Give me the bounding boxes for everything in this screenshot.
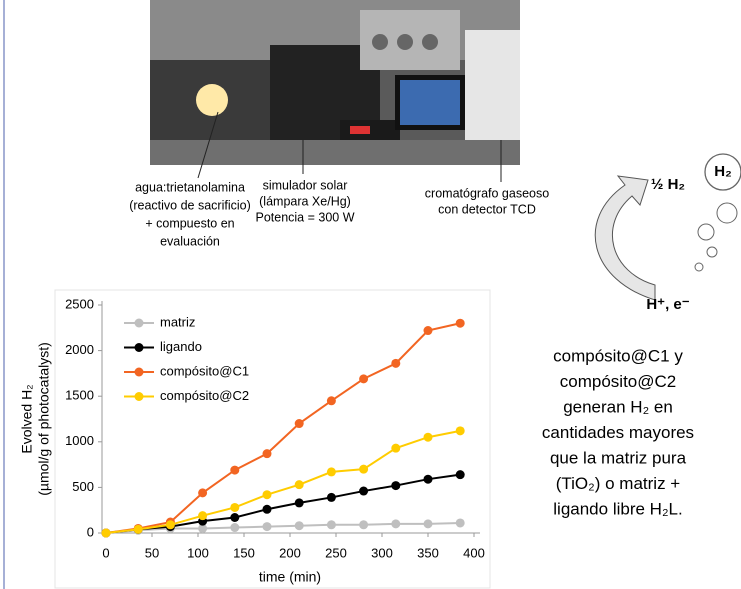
y-tick-label: 2500 (65, 296, 94, 311)
legend-marker (135, 392, 144, 401)
x-tick-label: 100 (187, 545, 209, 560)
data-point (359, 520, 368, 529)
data-point (295, 480, 304, 489)
legend-label: ligando (160, 339, 202, 354)
data-point (327, 467, 336, 476)
data-point (198, 511, 207, 520)
data-point (424, 475, 433, 484)
caption-line: ligando libre H₂L. (553, 499, 682, 518)
data-point (166, 520, 175, 529)
diagram-bottom: H⁺, e⁻ (646, 296, 689, 313)
legend-marker (135, 368, 144, 377)
data-point (295, 498, 304, 507)
data-point (391, 481, 400, 490)
caption-line: que la matriz pura (550, 448, 687, 467)
data-point (230, 503, 239, 512)
data-point (359, 465, 368, 474)
caption-line: cantidades mayores (542, 423, 694, 442)
data-point (198, 488, 207, 497)
y-tick-label: 1500 (65, 388, 94, 403)
data-point (359, 487, 368, 496)
data-point (102, 529, 111, 538)
photo-label: + compuesto en (145, 216, 234, 230)
x-tick-label: 250 (325, 545, 347, 560)
legend-label: matriz (160, 314, 195, 329)
data-point (456, 470, 465, 479)
data-point (327, 493, 336, 502)
x-tick-label: 200 (279, 545, 301, 560)
x-tick-label: 150 (233, 545, 255, 560)
photo-label: simulador solar (263, 178, 348, 192)
legend-marker (135, 343, 144, 352)
legend-label: compósito@C1 (160, 363, 249, 378)
data-point (134, 525, 143, 534)
diagram-bubble: H₂ (714, 163, 732, 180)
x-tick-label: 0 (102, 545, 109, 560)
photo-label: (reactivo de sacrificio) (129, 198, 251, 212)
y-axis-label: Evolved H₂ (19, 384, 35, 453)
data-point (230, 523, 239, 532)
y-tick-label: 500 (72, 479, 94, 494)
data-point (230, 513, 239, 522)
data-point (263, 522, 272, 531)
slide: ½ H₂ H₂ H⁺, e⁻ agua:trietanolamina (react… (0, 0, 741, 589)
photo-label: con detector TCD (438, 202, 536, 216)
x-axis-label: time (min) (259, 569, 321, 585)
x-tick-label: 50 (145, 545, 159, 560)
photo-label: evaluación (160, 234, 220, 248)
diagram-top: ½ H₂ (651, 176, 685, 193)
data-point (391, 444, 400, 453)
caption-line: compósito@C2 (560, 372, 676, 391)
photo-label: (lámpara Xe/Hg) (259, 194, 351, 208)
data-point (424, 433, 433, 442)
data-point (230, 466, 239, 475)
lab-photo (150, 0, 520, 165)
data-point (456, 319, 465, 328)
data-point (327, 396, 336, 405)
page: { "photo_labels": [ ["agua:trietanolamin… (0, 0, 741, 589)
y-tick-label: 1000 (65, 433, 94, 448)
caption-line: compósito@C1 y (553, 346, 683, 365)
data-point (424, 519, 433, 528)
data-point (327, 520, 336, 529)
caption-line: generan H₂ en (563, 397, 673, 416)
legend-label: compósito@C2 (160, 388, 249, 403)
y-axis-label: (µmol/g of photocatalyst) (36, 342, 52, 496)
data-point (456, 518, 465, 527)
data-point (391, 359, 400, 368)
data-point (391, 519, 400, 528)
caption-line: (TiO₂) o matriz + (556, 474, 681, 493)
x-tick-label: 400 (463, 545, 485, 560)
data-point (359, 374, 368, 383)
photo-label: agua:trietanolamina (135, 180, 245, 194)
y-tick-label: 2000 (65, 342, 94, 357)
photo-label: Potencia = 300 W (255, 210, 354, 224)
data-point (295, 521, 304, 530)
x-tick-label: 350 (417, 545, 439, 560)
photo-label: cromatógrafo gaseoso (425, 186, 549, 200)
series-line (106, 431, 460, 533)
x-tick-label: 300 (371, 545, 393, 560)
data-point (424, 326, 433, 335)
series-line (106, 323, 460, 533)
data-point (263, 505, 272, 514)
data-point (295, 419, 304, 428)
legend-marker (135, 319, 144, 328)
data-point (263, 490, 272, 499)
y-tick-label: 0 (87, 524, 94, 539)
data-point (456, 426, 465, 435)
data-point (263, 449, 272, 458)
